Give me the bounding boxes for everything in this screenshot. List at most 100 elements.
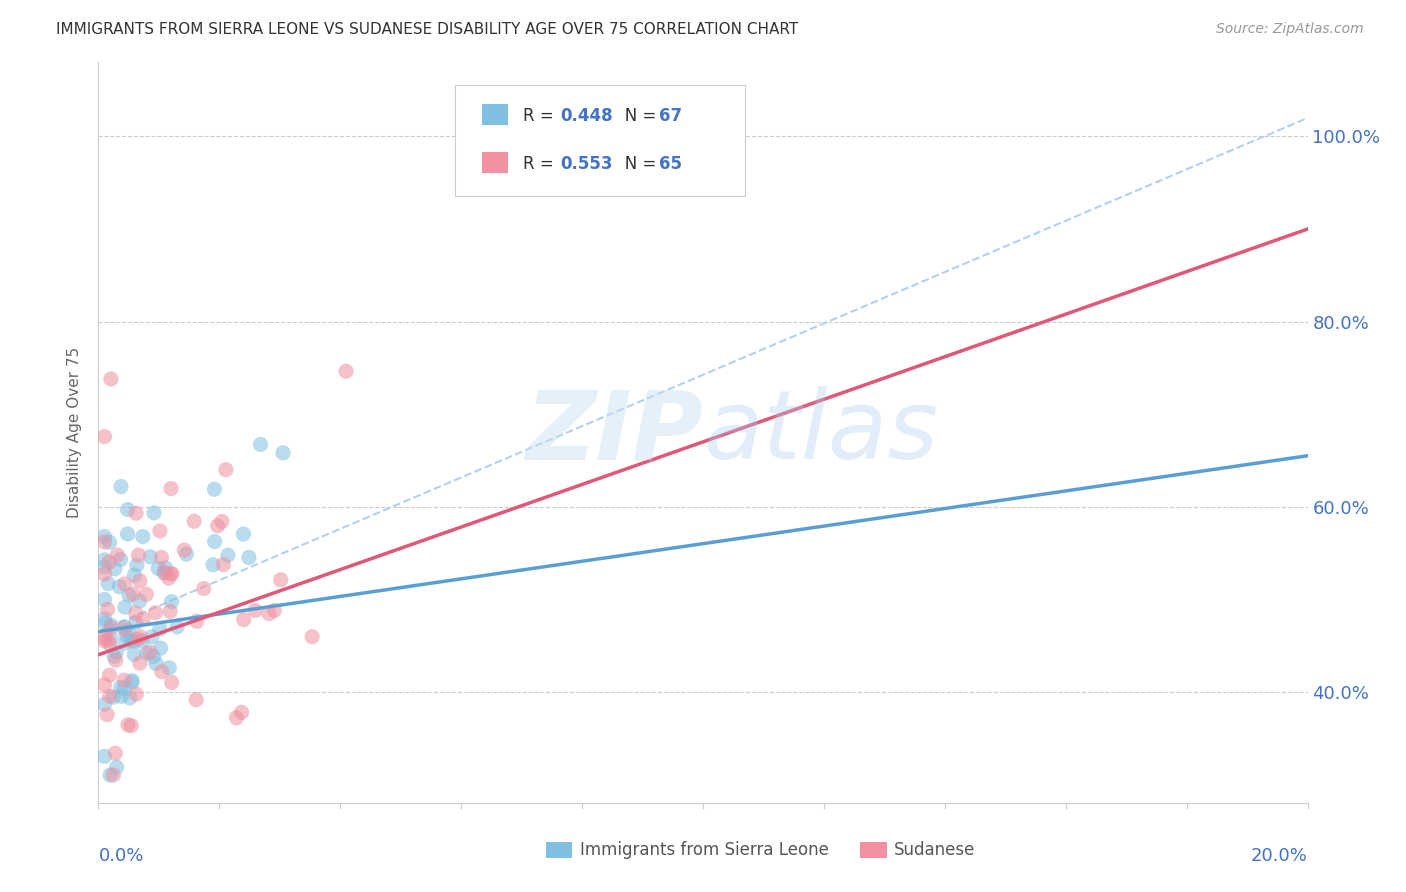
Point bbox=[301, 630, 323, 644]
Point bbox=[110, 552, 132, 566]
Point bbox=[98, 555, 121, 569]
Point bbox=[132, 530, 155, 544]
Point bbox=[149, 641, 172, 656]
Point bbox=[120, 633, 142, 648]
Point bbox=[173, 543, 195, 558]
Point bbox=[249, 437, 271, 451]
Text: Source: ZipAtlas.com: Source: ZipAtlas.com bbox=[1216, 22, 1364, 37]
Point bbox=[115, 628, 138, 642]
FancyBboxPatch shape bbox=[482, 153, 509, 173]
Point bbox=[159, 566, 181, 581]
Point bbox=[160, 675, 183, 690]
Text: 0.448: 0.448 bbox=[561, 107, 613, 125]
Point bbox=[122, 634, 145, 648]
Point bbox=[131, 634, 153, 648]
Point bbox=[121, 673, 143, 688]
Point bbox=[135, 587, 157, 601]
Point bbox=[176, 547, 198, 561]
Point bbox=[98, 689, 121, 703]
Point bbox=[117, 718, 139, 732]
Point bbox=[93, 633, 115, 648]
Point bbox=[124, 568, 146, 582]
Point bbox=[114, 577, 136, 591]
Point bbox=[215, 463, 238, 477]
Point bbox=[270, 573, 292, 587]
Point bbox=[150, 665, 173, 679]
Point bbox=[132, 612, 155, 626]
Point bbox=[125, 558, 148, 573]
Point bbox=[103, 690, 125, 704]
Point bbox=[93, 430, 115, 444]
Point bbox=[204, 534, 226, 549]
Point bbox=[104, 562, 127, 576]
Point bbox=[207, 518, 229, 533]
Point bbox=[93, 749, 115, 764]
Point bbox=[150, 550, 173, 565]
Point bbox=[231, 706, 253, 720]
Point bbox=[129, 630, 152, 644]
Point bbox=[93, 529, 115, 543]
Point bbox=[118, 691, 141, 706]
Text: Immigrants from Sierra Leone: Immigrants from Sierra Leone bbox=[579, 841, 828, 859]
Point bbox=[128, 574, 150, 588]
Point bbox=[211, 515, 233, 529]
Point bbox=[127, 548, 149, 562]
Point bbox=[217, 548, 239, 562]
Point bbox=[263, 603, 285, 617]
Point bbox=[125, 687, 148, 701]
Point bbox=[93, 553, 115, 567]
Point bbox=[141, 630, 163, 644]
Point bbox=[110, 480, 132, 494]
Point bbox=[139, 645, 162, 659]
Point bbox=[93, 678, 115, 692]
Point bbox=[157, 571, 180, 585]
Point bbox=[148, 561, 170, 575]
Point bbox=[93, 592, 115, 607]
Point bbox=[149, 622, 172, 636]
Point bbox=[225, 711, 247, 725]
Text: N =: N = bbox=[609, 155, 661, 173]
Point bbox=[96, 602, 118, 616]
Point bbox=[232, 527, 254, 541]
Point bbox=[117, 624, 139, 639]
Point bbox=[160, 482, 183, 496]
Text: N =: N = bbox=[609, 107, 661, 125]
Text: 0.553: 0.553 bbox=[561, 155, 613, 173]
Point bbox=[160, 566, 183, 581]
Point bbox=[128, 656, 150, 670]
Point bbox=[112, 681, 135, 696]
Point bbox=[143, 506, 166, 520]
Point bbox=[93, 534, 115, 549]
Point bbox=[125, 506, 148, 520]
Point bbox=[97, 576, 120, 591]
Point bbox=[121, 675, 143, 690]
Point bbox=[100, 372, 122, 386]
Point bbox=[114, 636, 136, 650]
Point bbox=[98, 668, 121, 682]
Point bbox=[186, 614, 208, 628]
FancyBboxPatch shape bbox=[482, 104, 509, 126]
Point bbox=[257, 607, 280, 621]
Point bbox=[128, 594, 150, 608]
Point bbox=[335, 364, 357, 378]
Text: R =: R = bbox=[523, 107, 558, 125]
Point bbox=[166, 620, 188, 634]
Point bbox=[152, 566, 174, 580]
Point bbox=[139, 549, 162, 564]
Point bbox=[114, 600, 136, 615]
Point bbox=[149, 524, 172, 538]
Text: 67: 67 bbox=[659, 107, 682, 125]
Point bbox=[125, 607, 148, 621]
Point bbox=[125, 615, 148, 630]
Point bbox=[104, 653, 127, 667]
Text: R =: R = bbox=[523, 155, 558, 173]
Point bbox=[93, 567, 115, 582]
Text: ZIP: ZIP bbox=[524, 386, 703, 479]
Point bbox=[98, 637, 121, 651]
FancyBboxPatch shape bbox=[860, 842, 887, 858]
Point bbox=[96, 707, 118, 722]
Text: atlas: atlas bbox=[703, 386, 938, 479]
Text: IMMIGRANTS FROM SIERRA LEONE VS SUDANESE DISABILITY AGE OVER 75 CORRELATION CHAR: IMMIGRANTS FROM SIERRA LEONE VS SUDANESE… bbox=[56, 22, 799, 37]
Point bbox=[98, 535, 121, 549]
Point bbox=[122, 587, 145, 601]
